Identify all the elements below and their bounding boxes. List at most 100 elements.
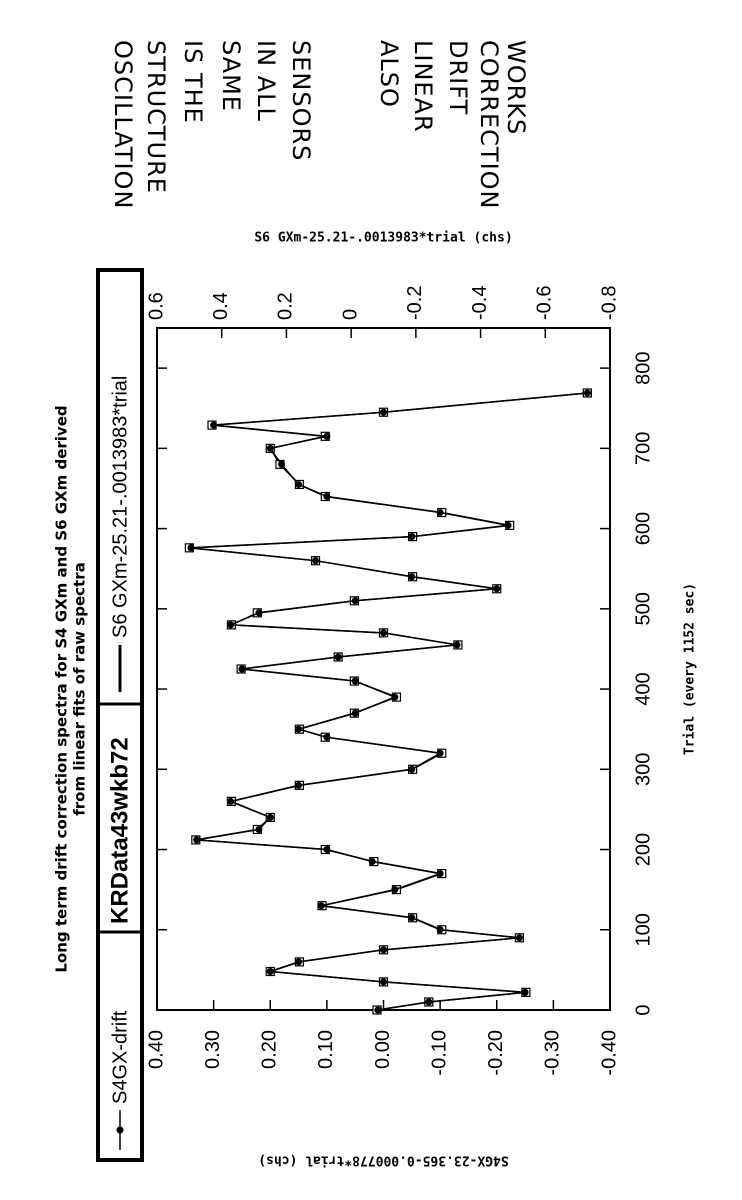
data-point [504, 521, 512, 529]
y2-tick-label: 0.6 [145, 292, 167, 320]
y2-tick-label: -0.8 [598, 286, 620, 320]
data-point [295, 781, 303, 789]
handwritten-note: OSCILLATION [109, 40, 137, 209]
data-point [278, 460, 286, 468]
y-tick-label: 0.30 [202, 1030, 224, 1069]
x-tick-label: 0 [632, 1004, 654, 1015]
data-point [391, 693, 399, 701]
y2-tick-label: -0.6 [534, 286, 556, 320]
data-point [521, 988, 529, 996]
handwritten-note: LINEAR [409, 40, 437, 133]
x-tick-label: 300 [632, 753, 654, 786]
data-point [408, 533, 416, 541]
data-point [227, 797, 235, 805]
data-point [255, 609, 263, 617]
handwritten-note: STRUCTURE [142, 40, 170, 194]
x-tick-label: 200 [632, 833, 654, 866]
data-point [312, 557, 320, 565]
data-point [266, 444, 274, 452]
y2-axis-label: S6 GXm-25.21-.0013983*trial (chs) [254, 231, 512, 246]
legend-label: S6 GXm-25.21-.0013983*trial [109, 376, 131, 638]
y-tick-label: -0.20 [485, 1030, 507, 1076]
chart-title: Long term drift correction spectra for S… [53, 405, 71, 972]
data-point [391, 886, 399, 894]
data-point [368, 858, 376, 866]
y-tick-label: 0.40 [145, 1030, 167, 1069]
data-point [583, 389, 591, 397]
data-point [493, 585, 501, 593]
data-point [408, 573, 416, 581]
y-tick-label: 0.00 [372, 1030, 394, 1069]
y-tick-label: -0.10 [428, 1030, 450, 1076]
data-point [380, 946, 387, 954]
y-tick-label: 0.20 [259, 1030, 281, 1069]
data-point [266, 967, 274, 975]
data-point [408, 914, 416, 922]
y-tick-label: 0.10 [315, 1030, 337, 1069]
x-tick-label: 500 [632, 592, 654, 625]
x-tick-label: 800 [632, 351, 654, 384]
y2-tick-label: 0.2 [275, 292, 297, 320]
data-point [323, 846, 331, 854]
x-tick-label: 100 [632, 913, 654, 946]
data-point [351, 597, 359, 605]
handwritten-note: SENSORS [287, 40, 315, 161]
data-point [425, 998, 433, 1006]
data-point [380, 408, 387, 416]
y-tick-label: -0.40 [598, 1030, 620, 1076]
x-axis-label: Trial (every 1152 sec) [683, 583, 698, 755]
handwritten-note: ALSO [375, 40, 403, 108]
data-point [436, 926, 444, 934]
data-point [334, 653, 342, 661]
x-tick-label: 700 [632, 432, 654, 465]
data-point [295, 958, 303, 966]
data-point [408, 765, 416, 773]
data-point [295, 725, 303, 733]
data-point [380, 978, 387, 986]
handwritten-note: DRIFT [444, 40, 472, 115]
chart: Long term drift correction spectra for S… [53, 231, 698, 1168]
data-point [436, 870, 444, 878]
handwritten-note: WORKS [502, 40, 530, 135]
y2-tick-label: 0 [339, 309, 361, 320]
legend [96, 268, 144, 1162]
data-point [374, 1006, 382, 1014]
series-line [189, 392, 588, 1011]
data-point [227, 621, 235, 629]
data-point [380, 629, 387, 637]
handwritten-note: IS THE [179, 40, 207, 124]
y-axis-label: S4GX-23.365-0.000778*trial (chs) [258, 1153, 508, 1168]
data-point [323, 733, 331, 741]
y-tick-label: -0.30 [542, 1030, 564, 1076]
data-point [323, 492, 331, 500]
plot-frame [156, 327, 611, 1011]
data-point [295, 480, 303, 488]
y2-tick-label: 0.4 [210, 292, 232, 320]
handwritten-notes: OSCILLATION STRUCTURE IS THE SAME IN ALL SENS… [109, 40, 530, 210]
series-line [190, 392, 588, 1011]
y2-tick-label: -0.4 [469, 286, 491, 320]
box-label: KRData43wkb72 [106, 737, 133, 924]
data-point [436, 749, 444, 757]
data-point [323, 432, 331, 440]
handwritten-note: IN ALL [252, 40, 280, 122]
data-point [193, 836, 201, 844]
data-point [255, 825, 263, 833]
data-point [351, 677, 359, 685]
chart-title: from linear fits of raw spectra [71, 562, 89, 815]
y2-tick-label: -0.2 [404, 286, 426, 320]
data-point [238, 665, 246, 673]
handwritten-note: CORRECTION [475, 40, 503, 210]
data-point [453, 641, 461, 649]
data-point [210, 421, 218, 429]
data-point [317, 902, 325, 910]
data-point [266, 813, 274, 821]
handwritten-note: SAME [217, 40, 245, 112]
x-tick-label: 400 [632, 672, 654, 705]
data-point [436, 509, 444, 517]
data-point [187, 544, 195, 552]
data-point [515, 934, 523, 942]
x-tick-label: 600 [632, 512, 654, 545]
data-point [351, 709, 359, 717]
